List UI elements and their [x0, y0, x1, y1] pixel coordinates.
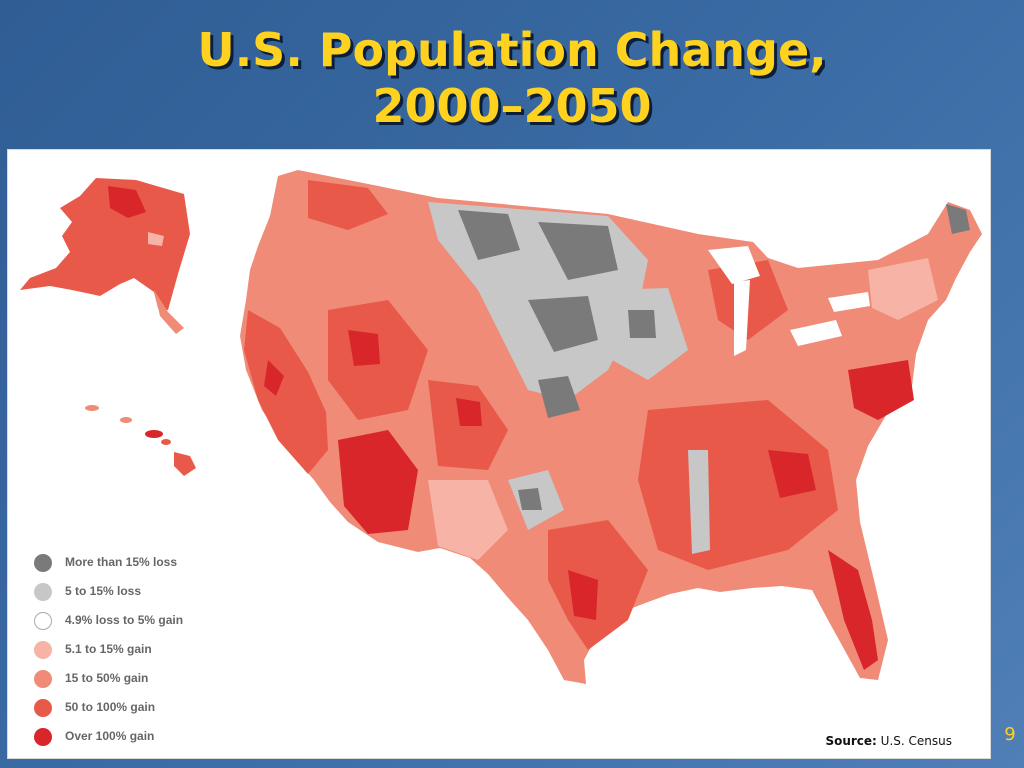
legend-swatch: [34, 670, 52, 688]
legend-swatch: [34, 612, 52, 630]
alaska-shape: [20, 178, 190, 334]
map-panel: More than 15% loss 5 to 15% loss 4.9% lo…: [7, 149, 991, 759]
us-population-map: [20, 170, 982, 684]
title-line-2: 2000–2050: [372, 79, 652, 133]
legend-label: 4.9% loss to 5% gain: [65, 613, 184, 627]
slide-title: U.S. Population Change, 2000–2050: [0, 22, 1024, 134]
legend-swatch: [34, 583, 52, 601]
contiguous-us-shape: [240, 170, 982, 684]
source-label: Source:: [825, 734, 877, 748]
legend-label: 5 to 15% loss: [65, 584, 142, 598]
legend-swatch: [34, 728, 52, 746]
legend-label: 50 to 100% gain: [65, 700, 156, 714]
title-line-1: U.S. Population Change,: [197, 23, 827, 77]
legend-label: More than 15% loss: [65, 555, 178, 569]
legend-label: 5.1 to 15% gain: [65, 642, 152, 656]
legend-swatch: [34, 554, 52, 572]
legend-label: Over 100% gain: [65, 729, 155, 743]
legend-label: 15 to 50% gain: [65, 671, 149, 685]
source-note: Source: U.S. Census: [825, 734, 952, 748]
source-value: U.S. Census: [880, 734, 952, 748]
page-number: 9: [1004, 724, 1016, 745]
legend-swatch: [34, 641, 52, 659]
hawaii-shape: [85, 405, 196, 476]
legend-swatch: [34, 699, 52, 717]
